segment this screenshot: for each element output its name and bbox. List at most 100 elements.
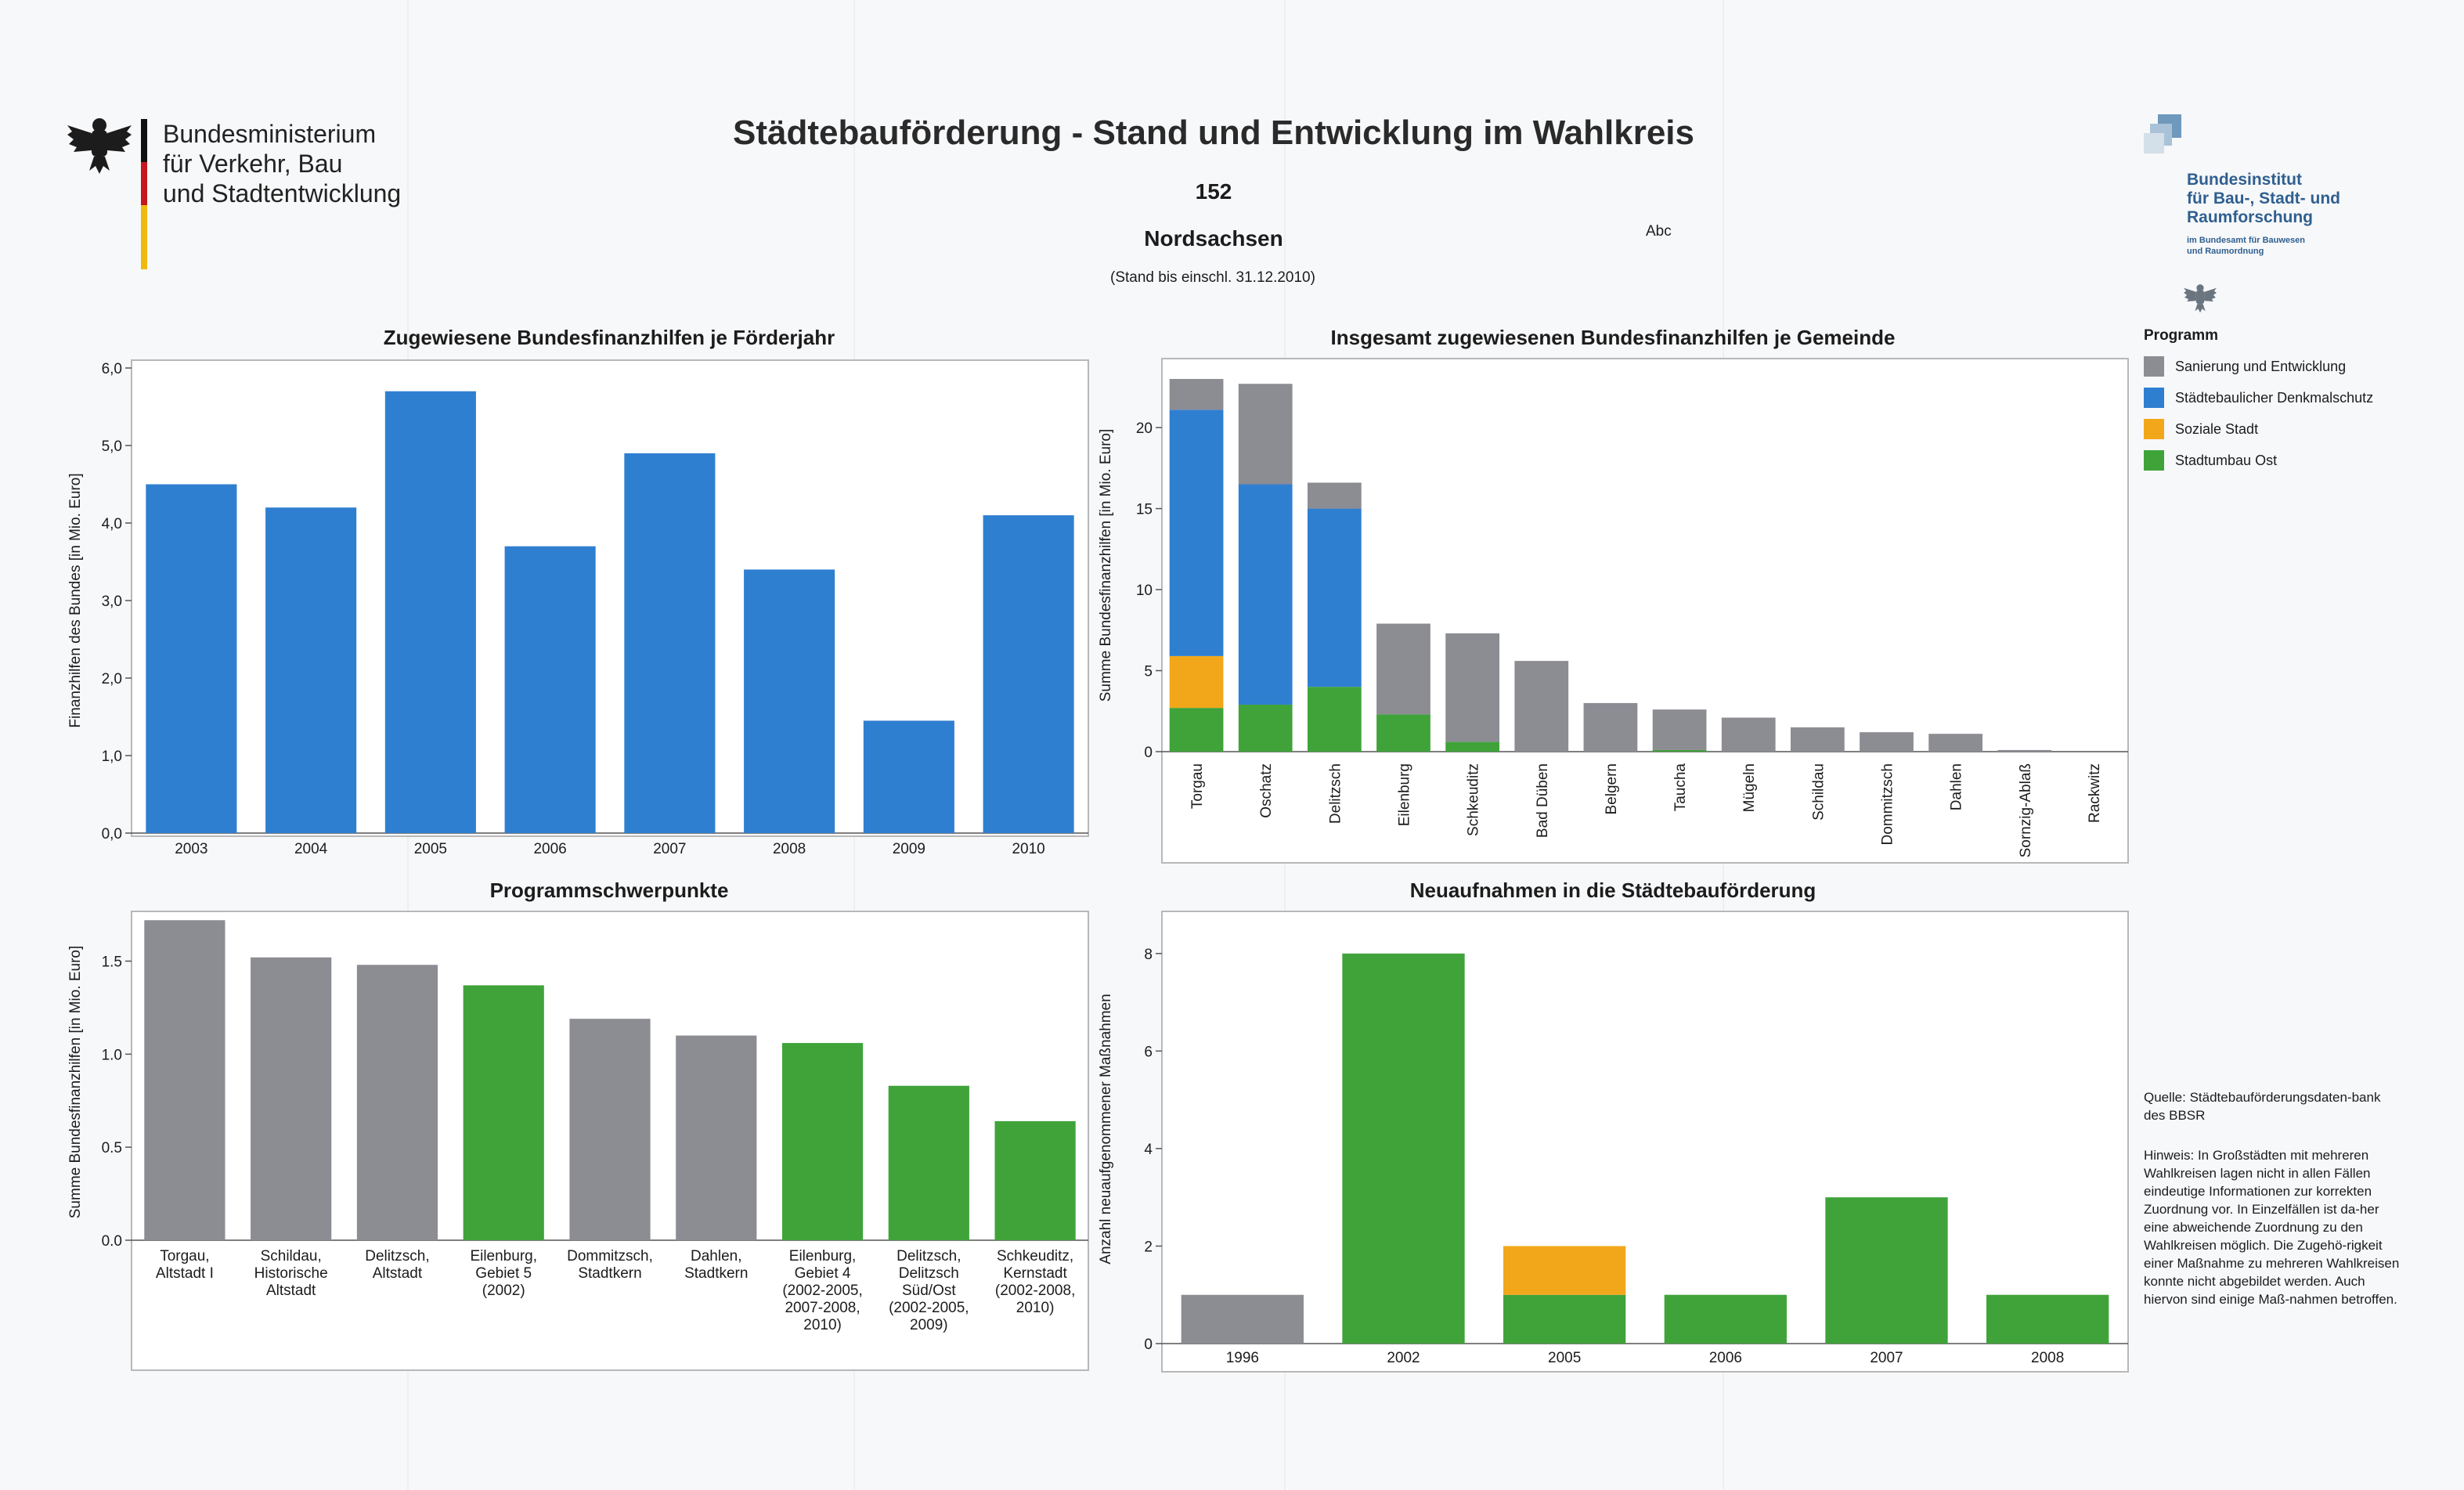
y-tick-label: 15 [1136,502,1153,518]
small-eagle-icon [2184,284,2217,313]
bar [983,515,1074,833]
y-tick-label: 20 [1136,420,1153,437]
bar [863,720,954,833]
bar [781,1043,864,1240]
x-tick-label: 2007 [1870,1350,1903,1366]
x-tick-label: Eilenburg, Gebiet 4 (2002-2005, 2007-2008, 2… [782,1248,862,1333]
bar [265,507,357,833]
x-tick-label: Eilenburg [1397,763,1413,826]
bar [744,569,835,833]
legend-title: Programm [2144,327,2219,344]
x-tick-label: Dahlen [1949,763,1965,810]
y-tick-label: 0.5 [102,1140,122,1156]
bbsr-line: Raumforschung [2187,208,2314,226]
x-tick-label: Schildau [1810,763,1827,821]
legend-item: Sanierung und Entwicklung [2144,351,2373,382]
y-tick-label: 10 [1136,583,1153,599]
x-tick-label: Rackwitz [2087,763,2103,823]
x-tick-label: 2002 [1387,1350,1420,1366]
y-tick-label: 8 [1144,947,1153,963]
bar-segment [1790,727,1845,752]
data-status-date: (Stand bis einschl. 31.12.2010) [1110,269,1315,286]
bar-segment [1376,714,1430,752]
y-tick-label: 4,0 [102,516,122,532]
bar-segment [1376,623,1430,715]
bar-segment [1238,384,1293,485]
bar-segment [1238,704,1293,752]
bar-segment [1664,1294,1787,1344]
x-tick-label: Schkeuditz, Kernstadt (2002-2008, 2010) [995,1248,1075,1316]
chart-title-funding-per-year: Zugewiesene Bundesfinanzhilfen je Förder… [383,326,835,349]
district-name: Nordsachsen [1144,226,1283,251]
x-tick-label: Delitzsch, Altstadt [365,1248,429,1282]
y-tick-label: 1,0 [102,749,122,765]
federal-eagle-logo [67,118,132,174]
bar [463,985,544,1240]
notes: Quelle: Städtebauförderungsdaten-bank de… [2144,1088,2402,1308]
bar [144,920,225,1240]
bar [384,391,476,833]
bar-segment [1514,661,1569,752]
legend-item: Soziale Stadt [2144,413,2373,445]
bbsr-line: für Bau-, Stadt- und [2187,189,2340,207]
y-tick-label: 1.5 [102,954,122,971]
hint-note: Hinweis: In Großstädten mit mehreren Wah… [2144,1148,2400,1307]
x-tick-label: Eilenburg, Gebiet 5 (2002) [470,1248,537,1299]
x-tick-label: 2006 [533,841,566,857]
flag-gold [141,205,147,269]
x-tick-label: Mügeln [1741,763,1758,812]
bar-segment [1238,484,1293,705]
bar-segment [1503,1294,1626,1344]
x-tick-label: 1996 [1226,1350,1259,1366]
legend-item: Städtebaulicher Denkmalschutz [2144,382,2373,413]
legend-label: Soziale Stadt [2175,420,2259,437]
bar [356,965,438,1240]
bar-segment [1307,482,1362,509]
ministry-line: Bundesministerium [163,120,377,148]
x-tick-label: Dahlen, Stadtkern [684,1248,748,1282]
x-tick-label: Schkeuditz [1466,763,1482,836]
bar-segment [1342,953,1465,1344]
y-tick-label: 6,0 [102,361,122,377]
y-axis-label: Anzahl neuaufgenommener Maßnahmen [1098,994,1114,1264]
y-tick-label: 2 [1144,1239,1153,1255]
y-tick-label: 0,0 [102,826,122,842]
x-tick-label: Delitzsch, Delitzsch Süd/Ost (2002-2005, 200… [889,1248,969,1333]
bar-segment [1928,734,1983,752]
source-note: Quelle: Städtebauförderungsdaten-bank de… [2144,1090,2381,1123]
x-tick-label: Taucha [1672,763,1689,812]
x-tick-label: 2004 [294,841,328,857]
y-tick-label: 6 [1144,1044,1153,1060]
y-tick-label: 2,0 [102,671,122,687]
bar-segment [1181,1294,1304,1344]
x-tick-label: 2005 [414,841,447,857]
x-tick-label: 2003 [175,841,207,857]
y-tick-label: 1.0 [102,1047,122,1063]
y-tick-label: 4 [1144,1142,1153,1158]
flag-red [141,162,147,205]
y-tick-label: 3,0 [102,593,122,610]
y-tick-label: 5 [1144,664,1153,680]
chart-title-funding-per-municipality: Insgesamt zugewiesenen Bundesfinanzhilfe… [1330,326,1896,349]
y-tick-label: 0 [1144,1337,1153,1353]
x-tick-label: Oschatz [1258,763,1275,818]
bar-segment [1652,749,1707,752]
legend-label: Sanierung und Entwicklung [2175,358,2347,374]
bbsr-logo-icon [2144,114,2181,153]
bar-segment [1169,708,1224,752]
bar [676,1035,757,1240]
bar-segment [1997,749,2052,752]
chart-title-new-admissions: Neuaufnahmen in die Städtebauförderung [1409,878,1816,902]
bar-segment [1169,379,1224,410]
x-tick-label: 2006 [1709,1350,1742,1366]
bar-segment [1583,702,1638,752]
bar-segment [1721,717,1776,752]
bbsr-subtitle: im Bundesamt für Bauwesen und Raumordnun… [2187,235,2305,257]
district-number: 152 [1195,179,1232,204]
bar-segment [1445,741,1500,752]
ministry-line: für Verkehr, Bau [163,150,343,178]
x-tick-label: Dommitzsch [1880,763,1896,846]
x-tick-label: Schildau, Historische Altstadt [254,1248,328,1299]
